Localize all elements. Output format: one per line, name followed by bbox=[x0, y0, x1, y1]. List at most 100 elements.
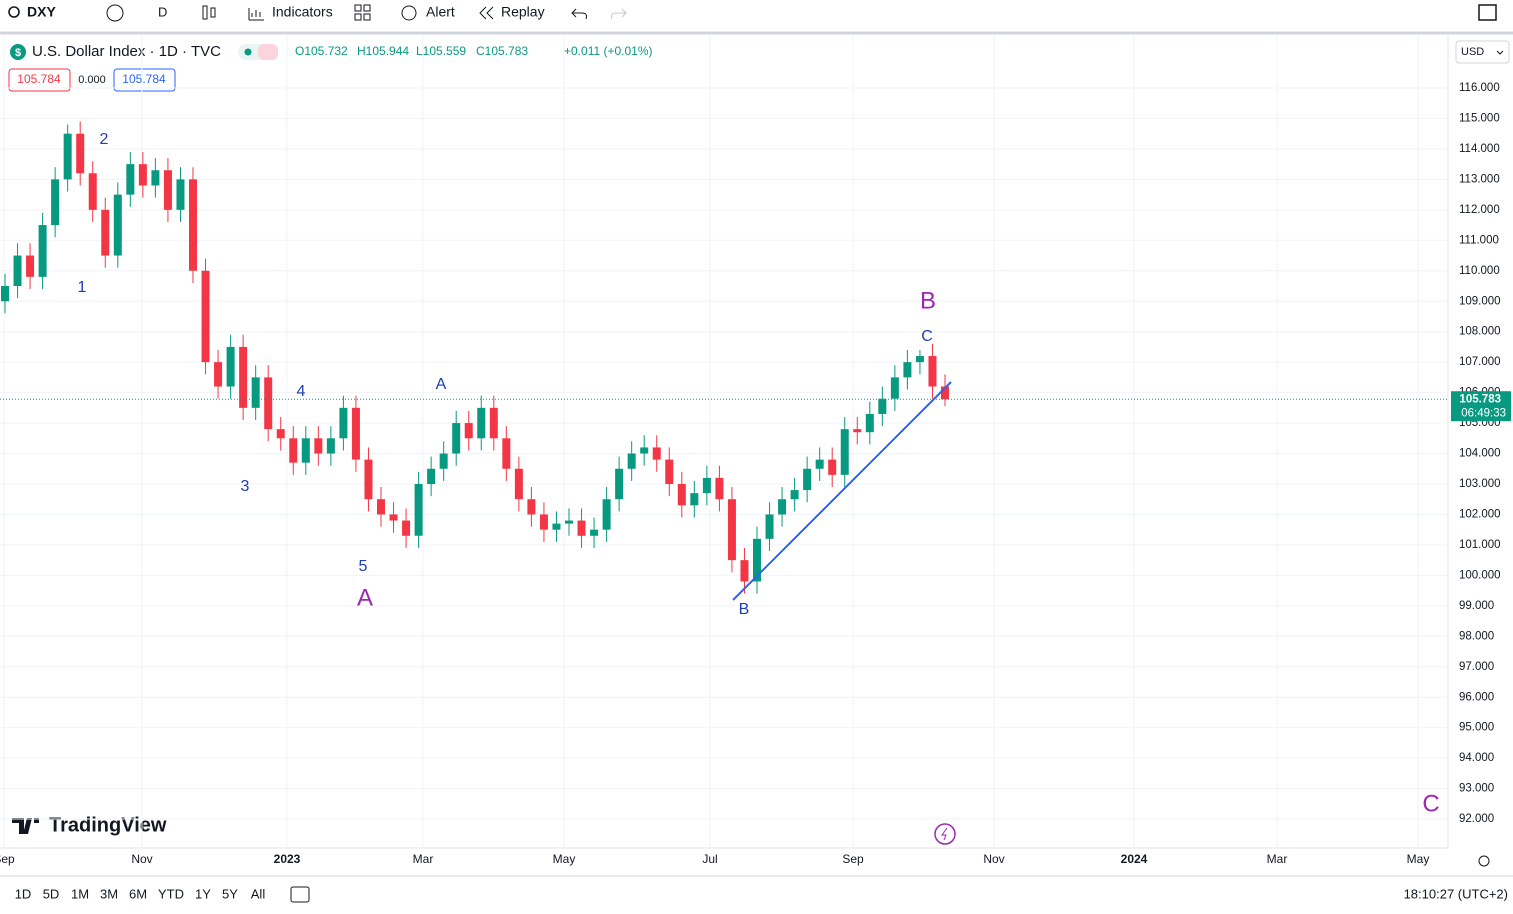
redo-icon[interactable] bbox=[611, 8, 627, 20]
range-button[interactable]: 5Y bbox=[222, 886, 238, 901]
lightning-icon[interactable] bbox=[934, 823, 956, 845]
fullscreen-icon[interactable] bbox=[1478, 4, 1497, 21]
y-tick-label: 115.000 bbox=[1459, 112, 1500, 124]
x-tick-label: Jul bbox=[702, 852, 717, 866]
candle-body bbox=[226, 346, 235, 387]
range-button[interactable]: 6M bbox=[129, 886, 147, 901]
candle-body bbox=[803, 468, 812, 491]
candle-body bbox=[389, 514, 398, 521]
candle-body bbox=[941, 386, 949, 400]
x-tick-label: Sep bbox=[842, 852, 864, 866]
goto-date-icon[interactable] bbox=[290, 886, 310, 903]
candle-body bbox=[239, 346, 248, 408]
wave-label[interactable]: 1 bbox=[78, 279, 87, 296]
range-button[interactable]: 1Y bbox=[195, 886, 211, 901]
legend-low: L105.559 bbox=[416, 44, 466, 58]
settings-icon[interactable] bbox=[1478, 855, 1490, 867]
candle-body bbox=[439, 453, 448, 469]
x-tick-label: 2023 bbox=[274, 852, 301, 866]
chart-type-icon[interactable] bbox=[202, 5, 208, 20]
candle-body bbox=[251, 377, 260, 408]
currency-select[interactable] bbox=[1455, 40, 1510, 64]
candle-body bbox=[51, 179, 60, 226]
currency[interactable]: USD bbox=[1461, 46, 1484, 58]
candle-body bbox=[565, 520, 573, 524]
candle-body bbox=[452, 423, 461, 454]
candle-body bbox=[76, 133, 85, 174]
candle-body bbox=[790, 490, 799, 500]
replay-button[interactable]: Replay bbox=[501, 4, 545, 20]
wave-label[interactable]: B bbox=[920, 287, 936, 314]
x-tick-label: Nov bbox=[983, 852, 1004, 866]
search-icon[interactable] bbox=[8, 6, 20, 18]
candle-body bbox=[640, 447, 649, 454]
y-tick-label: 113.000 bbox=[1459, 173, 1500, 185]
ask-price[interactable]: 105.784 bbox=[122, 72, 166, 86]
symbol[interactable]: DXY bbox=[27, 4, 56, 20]
y-tick-label: 109.000 bbox=[1459, 295, 1501, 307]
candle-body bbox=[665, 459, 674, 484]
range-button[interactable]: 1D bbox=[15, 886, 32, 901]
candle-body bbox=[289, 438, 298, 463]
interval[interactable]: D bbox=[158, 4, 167, 19]
wave-label[interactable]: 3 bbox=[241, 478, 250, 495]
undo-icon[interactable] bbox=[571, 8, 587, 20]
candle-body bbox=[615, 468, 624, 500]
ask-box[interactable] bbox=[113, 68, 176, 92]
wave-label[interactable]: 2 bbox=[100, 131, 109, 148]
layout-icon[interactable] bbox=[354, 4, 362, 12]
indicators-button[interactable]: Indicators bbox=[272, 4, 333, 20]
candle-body bbox=[590, 529, 599, 536]
legend-title: U.S. Dollar Index · 1D · TVC bbox=[32, 43, 221, 60]
wave-label[interactable]: A bbox=[436, 376, 447, 393]
x-tick-label: Mar bbox=[1267, 852, 1288, 866]
range-button[interactable]: 5D bbox=[43, 886, 60, 901]
candle-body bbox=[865, 413, 874, 433]
wave-label[interactable]: 4 bbox=[297, 383, 306, 400]
y-tick-label: 103.000 bbox=[1459, 478, 1501, 490]
y-tick-label: 108.000 bbox=[1459, 326, 1501, 338]
candle-body bbox=[26, 255, 35, 277]
compare-icon[interactable] bbox=[106, 4, 124, 22]
y-tick-label: 110.000 bbox=[1459, 265, 1500, 277]
y-tick-label: 101.000 bbox=[1459, 539, 1501, 551]
bid-box[interactable] bbox=[8, 68, 71, 92]
candle-body bbox=[928, 356, 937, 387]
candle-body bbox=[702, 477, 711, 494]
candle-body bbox=[151, 170, 160, 186]
wave-label[interactable]: C bbox=[1422, 790, 1439, 817]
clock: 18:10:27 (UTC+2) bbox=[1404, 886, 1508, 901]
legend-close: C105.783 bbox=[476, 44, 528, 58]
dropdown-arrow[interactable] bbox=[1496, 50, 1504, 55]
range-button[interactable]: YTD bbox=[158, 886, 184, 901]
range-button[interactable]: All bbox=[251, 886, 266, 901]
candle-body bbox=[88, 173, 97, 210]
lightning-icon[interactable] bbox=[941, 827, 948, 841]
wave-label[interactable]: C bbox=[921, 328, 933, 345]
range-button[interactable]: 3M bbox=[100, 886, 118, 901]
candle-body bbox=[853, 429, 862, 433]
y-tick-label: 94.000 bbox=[1459, 752, 1494, 764]
wave-label[interactable]: A bbox=[357, 584, 373, 611]
alert-button[interactable]: Alert bbox=[426, 4, 455, 20]
wave-label[interactable]: B bbox=[739, 601, 750, 618]
layout-icon[interactable] bbox=[354, 13, 362, 21]
alert-icon[interactable] bbox=[401, 5, 417, 21]
candle-body bbox=[765, 514, 774, 539]
trend-line[interactable] bbox=[732, 381, 952, 601]
y-tick-label: 93.000 bbox=[1459, 783, 1494, 795]
candle-body bbox=[163, 170, 172, 210]
chart-type-icon[interactable] bbox=[210, 7, 216, 18]
bid-price[interactable]: 105.784 bbox=[17, 72, 61, 86]
layout-icon[interactable] bbox=[363, 4, 371, 12]
range-button[interactable]: 1M bbox=[71, 886, 89, 901]
layout-icon[interactable] bbox=[363, 13, 371, 21]
candle-body bbox=[652, 447, 661, 460]
indicators-icon[interactable] bbox=[248, 8, 264, 21]
replay-icon[interactable] bbox=[479, 6, 494, 20]
candle-body bbox=[364, 459, 373, 500]
candle-body bbox=[577, 520, 586, 536]
wave-label[interactable]: 5 bbox=[359, 558, 368, 575]
